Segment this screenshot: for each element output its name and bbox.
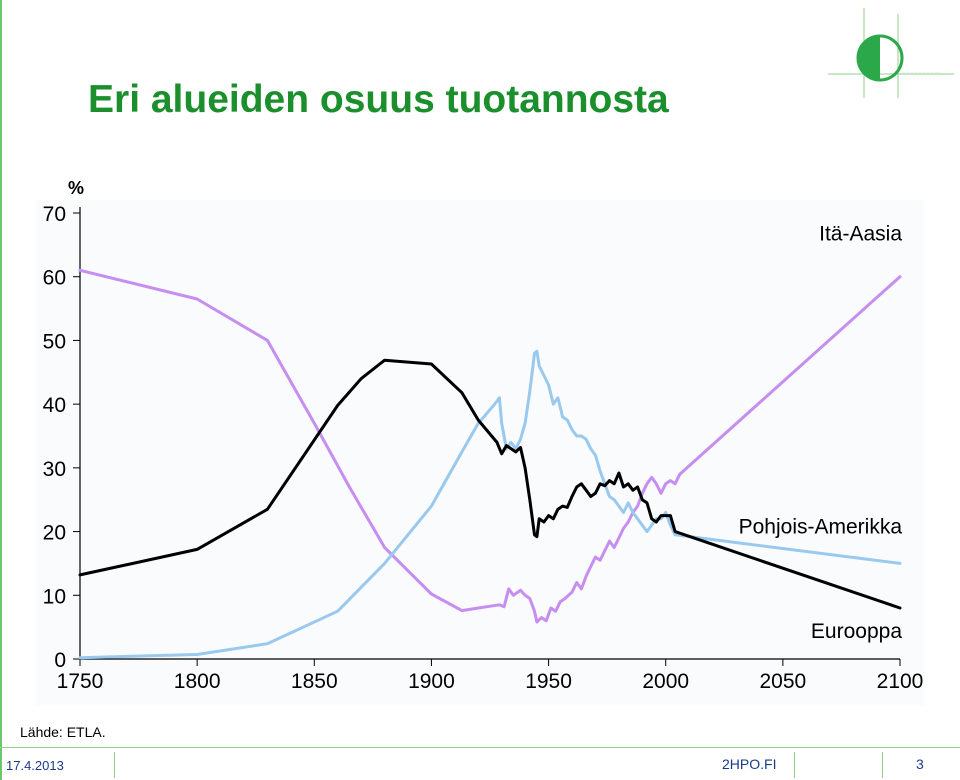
chart-background (36, 200, 924, 705)
series-label: Eurooppa (811, 620, 902, 643)
logo-icon: ······························· (828, 8, 954, 98)
x-tick-label: 2000 (642, 670, 689, 693)
footer-separator (882, 752, 883, 778)
footer-divider (0, 747, 960, 748)
footer-date: 17.4.2013 (6, 758, 64, 773)
source-note: Lähde: ETLA. (20, 724, 106, 740)
x-tick-label: 1800 (174, 670, 221, 693)
footer-separator (114, 752, 115, 778)
series-line-pohjois-amerikka (78, 349, 902, 660)
series-line-eurooppa (78, 358, 902, 610)
footer-site-link[interactable]: 2HPO.FI (722, 756, 777, 772)
y-tick-label: 70 (43, 203, 66, 226)
regional-output-share-chart: % 0 10 20 30 40 50 60 70 1750 1800 1850 1900 1950 2000… (36, 178, 924, 705)
y-tick-label: 20 (43, 522, 66, 545)
slide-title: Eri alueiden osuus tuotannosta (88, 78, 669, 121)
y-tick-label: 10 (43, 585, 66, 608)
x-tick-label: 2100 (877, 670, 924, 693)
svg-text:······························: ······························· (900, 70, 941, 75)
series-label: Itä-Aasia (819, 222, 902, 245)
x-tick-label: 1750 (57, 670, 104, 693)
x-tick-label: 1900 (408, 670, 455, 693)
x-tick-label: 1850 (291, 670, 338, 693)
series-label: Pohjois-Amerikka (739, 515, 903, 538)
y-tick-label: 30 (43, 458, 66, 481)
y-axis-label: % (68, 178, 84, 198)
x-tick-label: 1950 (525, 670, 572, 693)
y-tick-label: 0 (54, 649, 66, 672)
left-accent-rule (0, 0, 2, 780)
y-tick-label: 50 (43, 330, 66, 353)
page-number: 3 (916, 756, 924, 772)
series-line-it-aasia (78, 268, 902, 624)
footer-separator (794, 752, 795, 778)
y-tick-label: 40 (43, 394, 66, 417)
y-tick-label: 60 (43, 267, 66, 290)
x-tick-label: 2050 (759, 670, 806, 693)
